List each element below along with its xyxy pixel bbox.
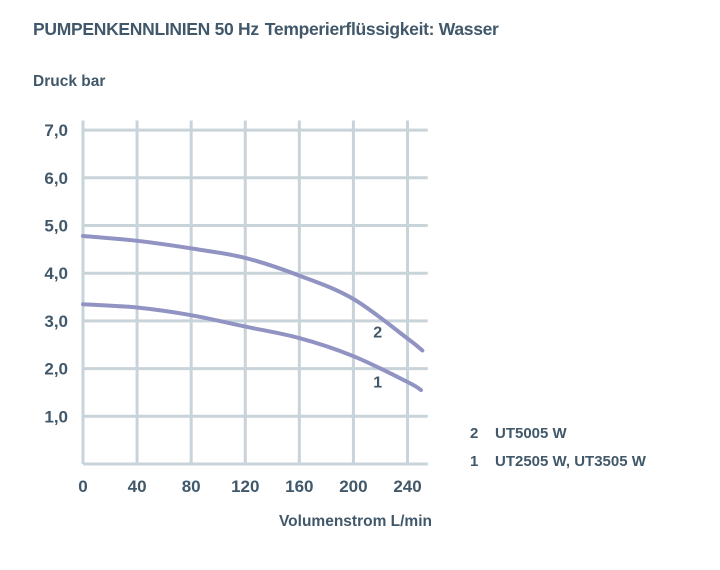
- y-tick-label: 1,0: [44, 407, 68, 426]
- title-primary: PUMPENKENNLINIEN 50 Hz: [33, 19, 259, 39]
- legend-item: 2 UT5005 W: [470, 420, 646, 448]
- x-axis-title: Volumenstrom L/min: [278, 513, 432, 530]
- pump-curve-2: [81, 234, 425, 353]
- title-secondary: Temperierflüssigkeit: Wasser: [264, 19, 499, 39]
- x-tick-label: 80: [182, 477, 201, 496]
- legend: 2 UT5005 W 1 UT2505 W, UT3505 W: [470, 420, 646, 476]
- y-tick-label: 4,0: [44, 264, 68, 283]
- y-tick-label: 3,0: [44, 312, 68, 331]
- x-tick-label: 40: [128, 477, 147, 496]
- pump-curve-1: [81, 302, 423, 393]
- y-tick-label: 7,0: [44, 121, 68, 140]
- y-axis-title: Druck bar: [33, 73, 106, 90]
- x-tick-label: 0: [78, 477, 87, 496]
- page-title: PUMPENKENNLINIEN 50 Hz Temperierflüssigke…: [33, 19, 499, 40]
- x-tick-label: 160: [285, 477, 313, 496]
- legend-series-label: UT2505 W, UT3505 W: [495, 453, 646, 470]
- legend-curve-number: 2: [470, 425, 479, 442]
- curve-number-label-2: 2: [373, 324, 382, 341]
- legend-curve-number: 1: [470, 453, 479, 470]
- y-tick-label: 2,0: [44, 360, 68, 379]
- x-tick-label: 240: [393, 477, 421, 496]
- x-tick-label: 120: [231, 477, 259, 496]
- legend-item: 1 UT2505 W, UT3505 W: [470, 448, 646, 476]
- y-tick-label: 6,0: [44, 169, 68, 188]
- x-tick-label: 200: [339, 477, 367, 496]
- legend-series-label: UT5005 W: [495, 425, 567, 442]
- y-tick-label: 5,0: [44, 217, 68, 236]
- curve-number-label-1: 1: [373, 374, 382, 391]
